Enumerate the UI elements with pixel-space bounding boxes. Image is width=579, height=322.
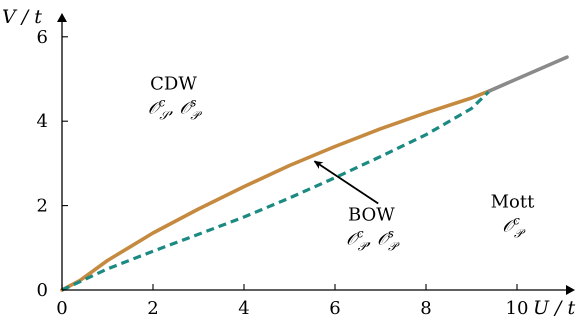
y-axis-arrow-icon <box>57 13 67 22</box>
x-axis-arrow-icon <box>566 285 575 295</box>
x-tick-label: 0 <box>56 298 67 319</box>
region-ops-bow: 𝒪c 𝒫, 𝒪s 𝒫 <box>346 226 400 253</box>
region-ops-mott: 𝒪c 𝒫 <box>502 214 525 241</box>
bow-pointer-arrow <box>313 160 379 205</box>
series-solid-2 <box>487 55 569 93</box>
x-tick-label: 4 <box>238 298 249 319</box>
series-solid-0 <box>60 89 492 292</box>
x-tick-label: 6 <box>329 298 340 319</box>
y-tick-label: 4 <box>37 111 48 132</box>
x-tick-label: 2 <box>147 298 158 319</box>
x-tick-label: 10 <box>506 298 529 319</box>
series-dashed-1 <box>61 89 491 292</box>
x-tick-label: 8 <box>420 298 431 319</box>
region-label-cdw: CDW <box>150 74 197 95</box>
y-tick-label: 2 <box>37 196 48 217</box>
y-tick-label: 6 <box>37 27 48 48</box>
tick-layer: 0 2 4 6 8 10 0 2 4 6 <box>37 27 529 319</box>
region-label-bow: BOW <box>348 204 395 225</box>
series-layer <box>60 55 569 292</box>
region-ops-cdw: 𝒪c 𝒮, 𝒪s 𝒫 <box>148 96 202 123</box>
y-tick-label: 0 <box>37 280 48 301</box>
region-label-mott: Mott <box>491 192 536 213</box>
y-axis-label: V / t <box>2 6 42 28</box>
x-axis-label: U / t <box>533 297 575 319</box>
